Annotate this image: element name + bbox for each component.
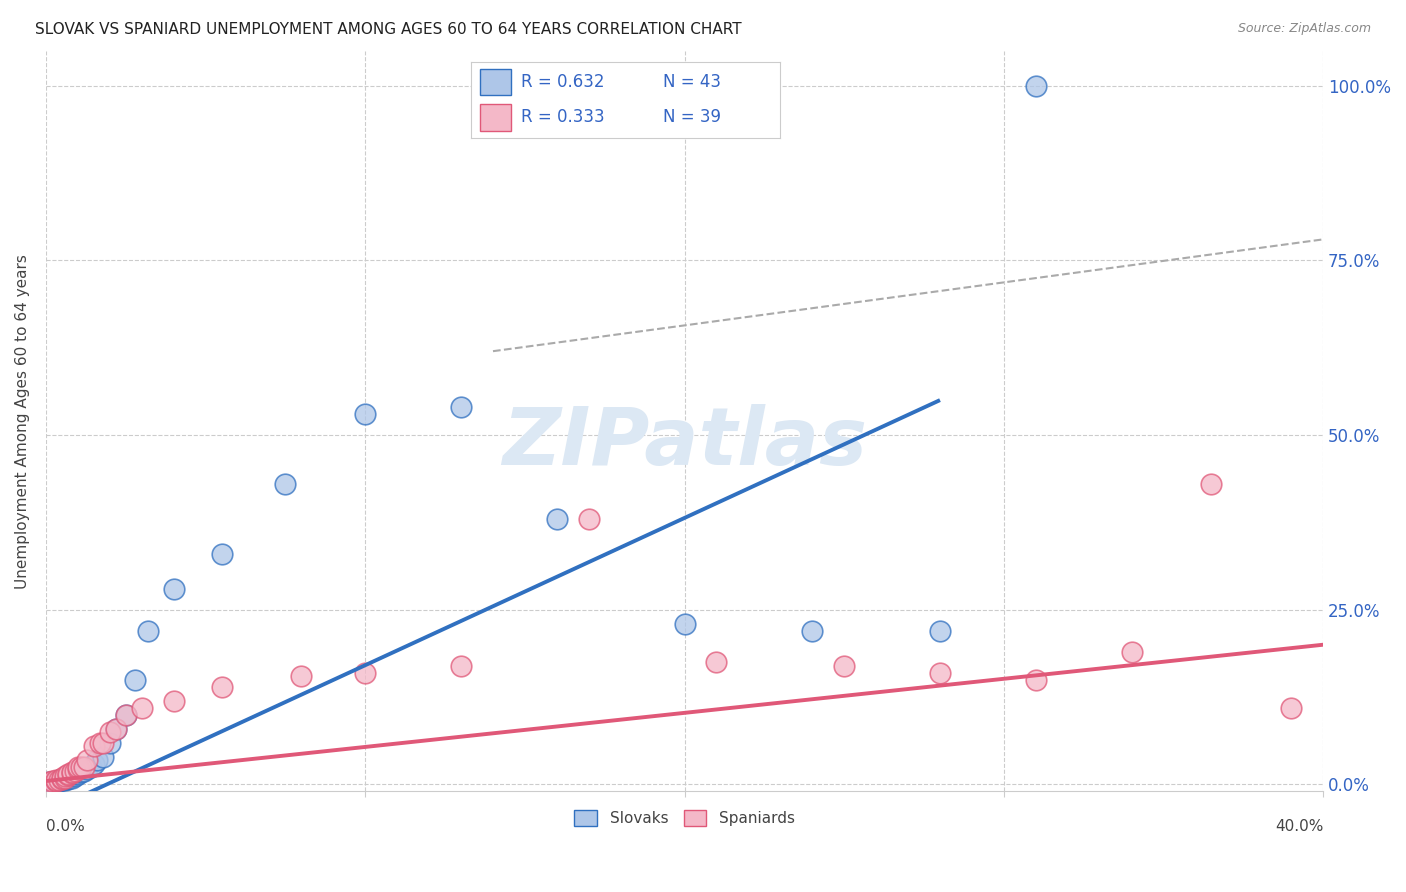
Point — [801, 624, 824, 638]
Point — [1201, 477, 1223, 491]
Point — [60, 769, 83, 783]
Point — [93, 749, 115, 764]
Point — [124, 673, 146, 687]
Point — [53, 772, 76, 787]
Point — [45, 772, 67, 787]
Text: Source: ZipAtlas.com: Source: ZipAtlas.com — [1237, 22, 1371, 36]
Point — [706, 655, 728, 669]
Point — [53, 769, 76, 783]
Point — [354, 665, 377, 680]
Text: N = 39: N = 39 — [662, 109, 721, 127]
Point — [48, 773, 70, 788]
Point — [105, 722, 128, 736]
Text: R = 0.632: R = 0.632 — [520, 73, 605, 91]
Bar — [481, 104, 512, 130]
Point — [79, 760, 101, 774]
Point — [211, 547, 233, 561]
Text: 0.0%: 0.0% — [46, 820, 84, 834]
Point — [673, 616, 696, 631]
Point — [76, 762, 98, 776]
Point — [66, 767, 89, 781]
Point — [48, 772, 70, 787]
Point — [450, 658, 472, 673]
Point — [89, 735, 111, 749]
Point — [60, 764, 83, 779]
Point — [83, 739, 105, 753]
Point — [163, 693, 186, 707]
Point — [66, 762, 89, 776]
Point — [1025, 78, 1047, 93]
Y-axis label: Unemployment Among Ages 60 to 64 years: Unemployment Among Ages 60 to 64 years — [15, 253, 30, 589]
Legend: Slovaks, Spaniards: Slovaks, Spaniards — [568, 804, 801, 832]
Point — [76, 753, 98, 767]
Point — [58, 767, 80, 781]
Point — [60, 766, 83, 780]
Point — [38, 775, 60, 789]
Point — [274, 477, 297, 491]
Point — [45, 774, 67, 789]
Point — [832, 658, 855, 673]
Text: ZIPatlas: ZIPatlas — [502, 404, 868, 483]
Text: SLOVAK VS SPANIARD UNEMPLOYMENT AMONG AGES 60 TO 64 YEARS CORRELATION CHART: SLOVAK VS SPANIARD UNEMPLOYMENT AMONG AG… — [35, 22, 742, 37]
Point — [450, 400, 472, 414]
Point — [354, 407, 377, 421]
Point — [53, 771, 76, 785]
Text: R = 0.333: R = 0.333 — [520, 109, 605, 127]
Point — [290, 669, 312, 683]
Text: N = 43: N = 43 — [662, 73, 721, 91]
Point — [41, 775, 63, 789]
Point — [63, 764, 86, 778]
Bar — [481, 69, 512, 95]
Point — [45, 774, 67, 789]
Point — [60, 771, 83, 785]
Point — [73, 764, 96, 778]
Point — [41, 774, 63, 789]
Point — [546, 512, 568, 526]
Point — [73, 760, 96, 774]
Point — [93, 735, 115, 749]
Point — [45, 774, 67, 789]
Point — [163, 582, 186, 596]
Point — [70, 760, 93, 774]
Point — [38, 775, 60, 789]
Point — [98, 725, 121, 739]
Point — [58, 772, 80, 786]
Point — [48, 774, 70, 789]
Point — [51, 772, 73, 787]
Point — [98, 735, 121, 749]
Point — [66, 764, 89, 779]
Point — [41, 774, 63, 789]
Point — [51, 773, 73, 788]
Point — [929, 624, 952, 638]
Point — [86, 753, 108, 767]
Point — [136, 624, 159, 638]
Point — [51, 771, 73, 785]
Point — [48, 773, 70, 788]
Point — [83, 756, 105, 771]
Point — [211, 680, 233, 694]
Point — [58, 771, 80, 785]
Point — [114, 707, 136, 722]
Point — [131, 700, 153, 714]
Text: 40.0%: 40.0% — [1275, 820, 1323, 834]
Point — [58, 771, 80, 785]
Point — [105, 722, 128, 736]
Point — [63, 769, 86, 783]
Point — [51, 772, 73, 786]
Point — [578, 512, 600, 526]
Point — [1025, 673, 1047, 687]
Point — [63, 767, 86, 781]
Point — [58, 768, 80, 782]
Point — [1279, 700, 1302, 714]
Point — [70, 764, 93, 779]
Point — [1121, 645, 1143, 659]
Point — [53, 772, 76, 786]
Point — [66, 760, 89, 774]
Point — [114, 707, 136, 722]
Point — [929, 665, 952, 680]
